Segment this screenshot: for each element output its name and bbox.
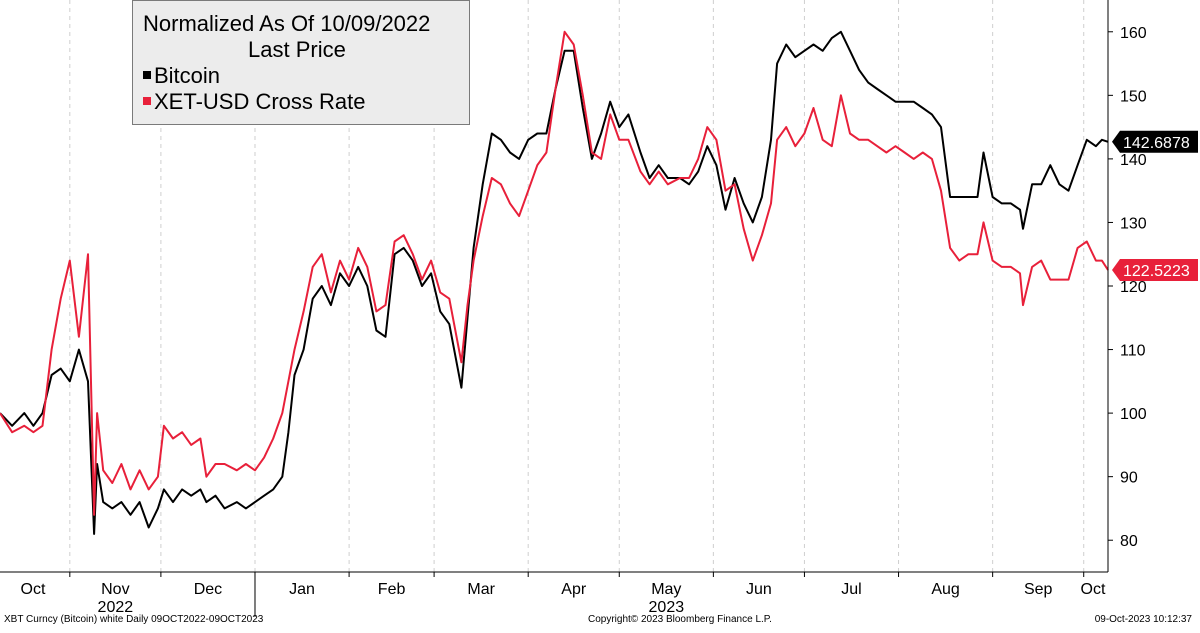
last-value-tag-xet-usd-cross-rate xyxy=(1112,258,1198,281)
x-tick-label: Mar xyxy=(467,581,495,598)
x-tick-label: Oct xyxy=(1081,581,1106,598)
x-tick-label: Apr xyxy=(561,581,587,598)
x-tick-label: May xyxy=(651,581,681,598)
x-year-label: 2022 xyxy=(98,599,134,616)
last-value-tag-bitcoin xyxy=(1112,130,1198,153)
last-value-label-xet-usd-cross-rate: 122.5223 xyxy=(1123,263,1190,280)
x-tick-label: Oct xyxy=(21,581,46,598)
series-lines xyxy=(0,30,1109,535)
legend-subtitle: Last Price xyxy=(248,37,346,62)
footer-source: XBT Curncy (Bitcoin) white Daily 09OCT20… xyxy=(4,614,264,625)
x-axis: Oct Nov Dec Jan Feb Mar Apr May Jun Jul Aug Sep Oct 2… xyxy=(0,571,1108,617)
legend-swatch-xet-usd xyxy=(143,97,151,106)
x-tick-label: Jan xyxy=(289,581,315,598)
x-tick-label: Feb xyxy=(378,581,406,598)
legend-swatch-bitcoin xyxy=(143,71,151,80)
y-tick-label: 160 xyxy=(1120,25,1147,42)
y-tick-label: 150 xyxy=(1120,88,1147,105)
y-tick-label: 130 xyxy=(1120,215,1147,232)
x-tick-label: Nov xyxy=(101,581,129,598)
legend-entry-xet-usd: XET-USD Cross Rate xyxy=(143,89,366,115)
x-tick-label: Sep xyxy=(1024,581,1053,598)
x-tick-label: Jul xyxy=(841,581,861,598)
x-tick-label: Aug xyxy=(931,581,959,598)
y-tick-label: 120 xyxy=(1120,279,1147,296)
legend-entry-bitcoin: Bitcoin xyxy=(143,63,220,89)
y-tick-label: 80 xyxy=(1120,533,1138,550)
x-tick-label: Dec xyxy=(194,581,222,598)
footer-timestamp: 09-Oct-2023 10:12:37 xyxy=(1094,614,1192,625)
legend-label-xet-usd: XET-USD Cross Rate xyxy=(154,89,366,114)
legend-label-bitcoin: Bitcoin xyxy=(154,63,221,88)
footer-copyright: Copyright© 2023 Bloomberg Finance L.P. xyxy=(588,614,772,625)
y-tick-label: 90 xyxy=(1120,470,1138,487)
chart-legend: Normalized As Of 10/09/2022 Last Price B… xyxy=(132,0,470,125)
legend-title: Normalized As Of 10/09/2022 xyxy=(143,11,431,36)
last-value-label-bitcoin: 142.6878 xyxy=(1123,135,1190,152)
x-year-label: 2023 xyxy=(649,599,685,616)
y-tick-label: 100 xyxy=(1120,406,1147,423)
y-tick-label: 110 xyxy=(1120,343,1146,360)
x-tick-label: Jun xyxy=(746,581,772,598)
y-axis: 80 90 100 110 120 130 140 150 160 xyxy=(1107,0,1147,572)
series-line-xet-usd-cross-rate xyxy=(0,30,1109,516)
last-value-labels: 142.6878 122.5223 xyxy=(1112,130,1198,281)
y-tick-label: 140 xyxy=(1120,152,1147,169)
series-line-bitcoin xyxy=(0,30,1109,535)
